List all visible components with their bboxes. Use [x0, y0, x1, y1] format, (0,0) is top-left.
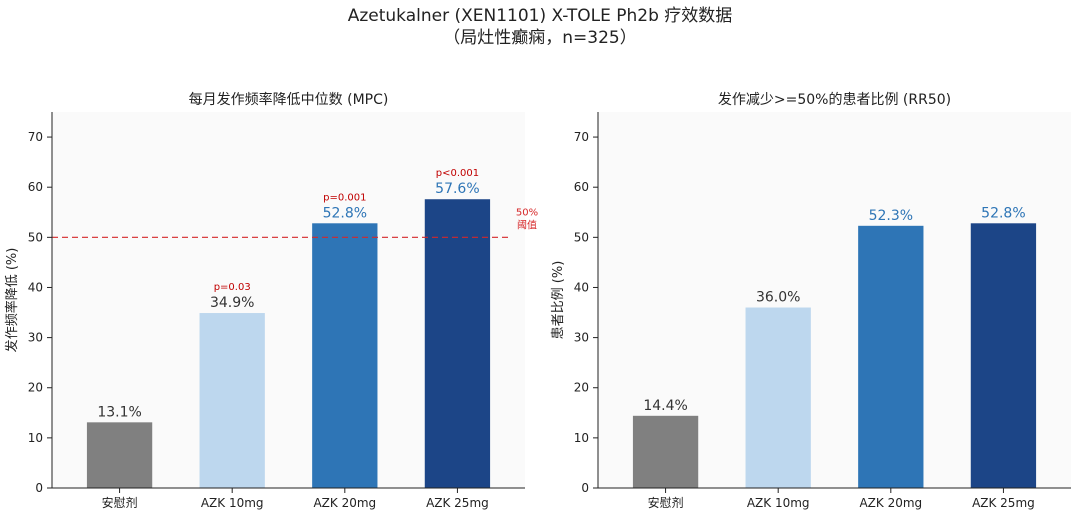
- y-tick-label: 20: [574, 381, 589, 395]
- y-tick-label: 30: [574, 331, 589, 345]
- y-tick-label: 40: [574, 280, 589, 294]
- bar: [745, 307, 811, 488]
- x-tick-label: 安慰剂: [102, 495, 138, 510]
- y-axis-label: 患者比例 (%): [551, 261, 566, 340]
- y-tick-label: 0: [581, 481, 589, 495]
- x-tick-label: 安慰剂: [648, 495, 684, 510]
- value-label: 52.3%: [869, 208, 913, 224]
- x-tick-label: AZK 25mg: [426, 496, 489, 510]
- p-value-label: p<0.001: [436, 168, 479, 179]
- x-tick-label: AZK 20mg: [859, 496, 922, 510]
- bar: [858, 225, 924, 488]
- y-tick-label: 10: [574, 431, 589, 445]
- value-label: 52.8%: [323, 205, 367, 221]
- y-tick-label: 50: [574, 230, 589, 244]
- y-axis-label: 发作频率降低 (%): [4, 248, 20, 353]
- bar: [632, 415, 699, 488]
- chart-title: 发作减少>=50%的患者比例 (RR50): [718, 92, 951, 108]
- bar: [312, 223, 378, 488]
- figure-subtitle: （局灶性癫痫，n=325）: [443, 28, 637, 48]
- value-label: 13.1%: [97, 404, 141, 420]
- y-tick-label: 70: [574, 130, 589, 144]
- y-tick-label: 40: [28, 280, 43, 294]
- y-tick-label: 70: [28, 130, 43, 144]
- y-tick-label: 20: [28, 381, 43, 395]
- bar: [199, 313, 265, 488]
- threshold-label: 阈值: [517, 218, 537, 231]
- p-value-label: p=0.03: [214, 282, 251, 293]
- y-tick-label: 0: [35, 481, 43, 495]
- y-tick-label: 30: [28, 331, 43, 345]
- x-tick-label: AZK 20mg: [313, 496, 376, 510]
- value-label: 34.9%: [210, 295, 254, 311]
- value-label: 36.0%: [756, 290, 800, 306]
- threshold-label: 50%: [516, 207, 538, 218]
- chart-panel-1: 每月发作频率降低中位数 (MPC) 0 10 20 30 40 50 60 70 发作频率降低 (…: [4, 91, 538, 510]
- chart-panel-2: 发作减少>=50%的患者比例 (RR50) 0 10 20 30 40 50 60 70 患者比例…: [551, 92, 1071, 510]
- x-tick-label: AZK 10mg: [201, 496, 264, 510]
- y-tick-label: 60: [28, 180, 43, 194]
- chart-title: 每月发作频率降低中位数 (MPC): [189, 91, 389, 108]
- value-label: 14.4%: [643, 398, 687, 414]
- bar: [86, 422, 153, 488]
- figure-title: Azetukalner (XEN1101) X-TOLE Ph2b 疗效数据: [347, 6, 733, 26]
- y-tick-label: 50: [28, 230, 43, 244]
- y-tick-label: 60: [574, 180, 589, 194]
- y-tick-label: 10: [28, 431, 43, 445]
- value-label: 57.6%: [435, 181, 479, 197]
- bar: [424, 199, 491, 488]
- value-label: 52.8%: [981, 205, 1025, 221]
- bar: [970, 223, 1037, 488]
- p-value-label: p=0.001: [323, 192, 366, 203]
- x-tick-label: AZK 25mg: [972, 496, 1035, 510]
- x-tick-label: AZK 10mg: [747, 496, 810, 510]
